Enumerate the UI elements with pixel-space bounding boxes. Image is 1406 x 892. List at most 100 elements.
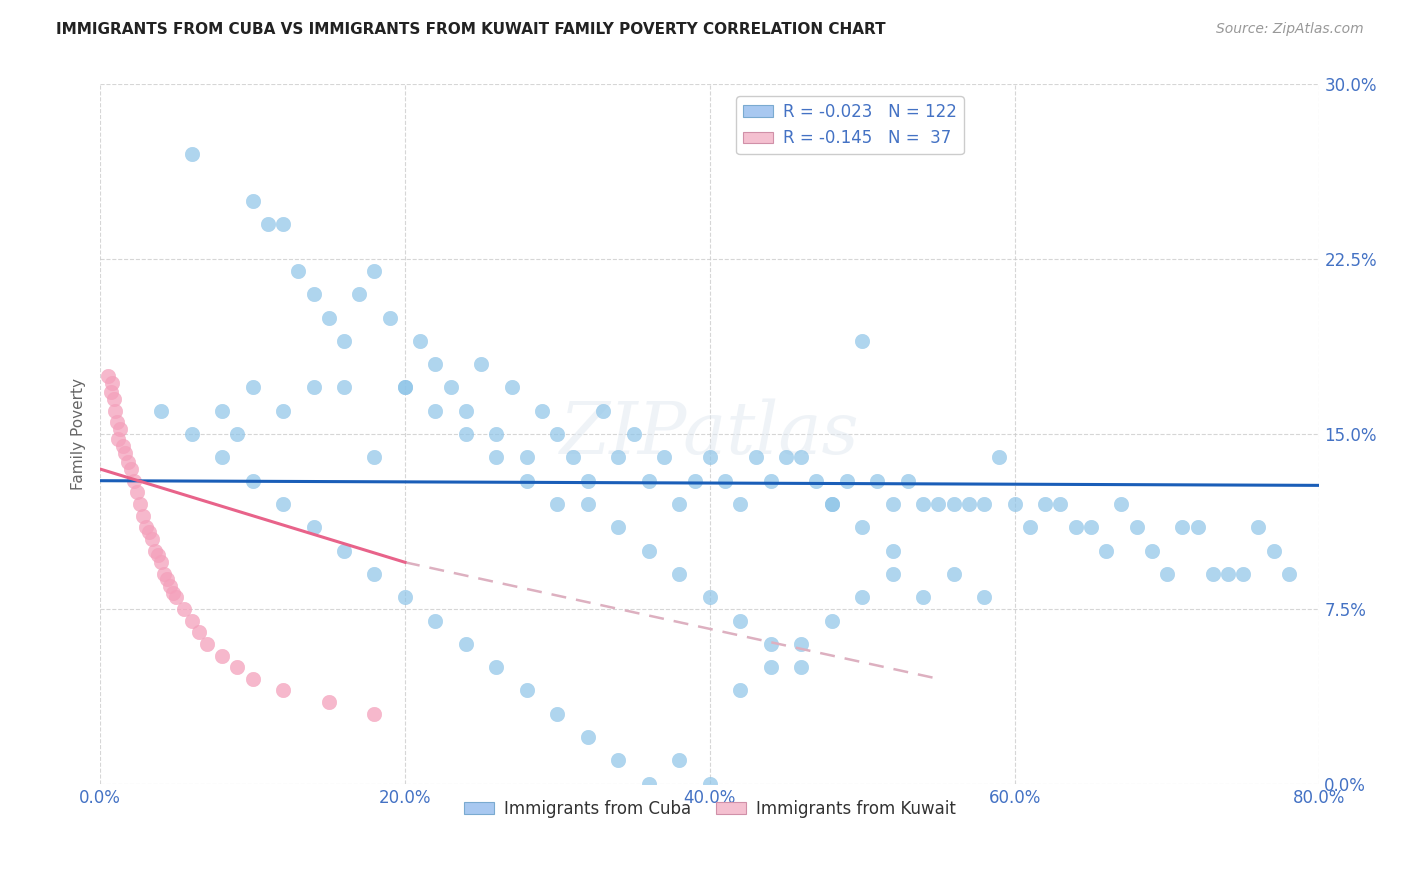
Point: [143, 543, 166, 558]
Point: [1156, 566, 1178, 581]
Point: [271, 217, 294, 231]
Point: [226, 660, 249, 674]
Point: [546, 497, 568, 511]
Point: [546, 427, 568, 442]
Point: [775, 450, 797, 465]
Point: [165, 591, 187, 605]
Point: [759, 474, 782, 488]
Point: [714, 474, 737, 488]
Point: [211, 404, 233, 418]
Point: [882, 566, 904, 581]
Point: [699, 450, 721, 465]
Point: [1187, 520, 1209, 534]
Point: [607, 520, 630, 534]
Point: [623, 427, 645, 442]
Point: [1064, 520, 1087, 534]
Point: [132, 508, 155, 523]
Point: [394, 380, 416, 394]
Point: [120, 462, 142, 476]
Point: [851, 591, 873, 605]
Point: [821, 614, 844, 628]
Point: [394, 380, 416, 394]
Point: [180, 147, 202, 161]
Text: ZIPatlas: ZIPatlas: [560, 399, 859, 469]
Y-axis label: Family Poverty: Family Poverty: [72, 378, 86, 490]
Point: [1095, 543, 1118, 558]
Point: [1018, 520, 1040, 534]
Point: [790, 450, 813, 465]
Text: Source: ZipAtlas.com: Source: ZipAtlas.com: [1216, 22, 1364, 37]
Point: [363, 264, 385, 278]
Point: [1125, 520, 1147, 534]
Point: [730, 614, 752, 628]
Point: [138, 524, 160, 539]
Point: [1278, 566, 1301, 581]
Point: [195, 637, 218, 651]
Point: [988, 450, 1011, 465]
Point: [516, 450, 538, 465]
Point: [1216, 566, 1239, 581]
Point: [683, 474, 706, 488]
Point: [318, 695, 340, 709]
Point: [851, 520, 873, 534]
Text: IMMIGRANTS FROM CUBA VS IMMIGRANTS FROM KUWAIT FAMILY POVERTY CORRELATION CHART: IMMIGRANTS FROM CUBA VS IMMIGRANTS FROM …: [56, 22, 886, 37]
Point: [302, 287, 325, 301]
Point: [652, 450, 675, 465]
Point: [256, 217, 278, 231]
Point: [100, 385, 122, 400]
Point: [1140, 543, 1163, 558]
Point: [226, 427, 249, 442]
Point: [454, 404, 477, 418]
Point: [180, 427, 202, 442]
Point: [378, 310, 401, 325]
Point: [125, 485, 148, 500]
Point: [105, 416, 128, 430]
Point: [942, 497, 965, 511]
Point: [135, 520, 157, 534]
Point: [912, 497, 935, 511]
Point: [173, 602, 195, 616]
Legend: Immigrants from Cuba, Immigrants from Kuwait: Immigrants from Cuba, Immigrants from Ku…: [457, 793, 963, 824]
Point: [516, 474, 538, 488]
Point: [882, 543, 904, 558]
Point: [561, 450, 583, 465]
Point: [1004, 497, 1026, 511]
Point: [107, 432, 129, 446]
Point: [104, 404, 127, 418]
Point: [363, 566, 385, 581]
Point: [333, 334, 356, 348]
Point: [153, 566, 176, 581]
Point: [302, 520, 325, 534]
Point: [1232, 566, 1254, 581]
Point: [576, 497, 599, 511]
Point: [188, 625, 211, 640]
Point: [1111, 497, 1133, 511]
Point: [394, 591, 416, 605]
Point: [454, 427, 477, 442]
Point: [1247, 520, 1270, 534]
Point: [637, 474, 659, 488]
Point: [425, 404, 447, 418]
Point: [851, 334, 873, 348]
Point: [942, 566, 965, 581]
Point: [546, 706, 568, 721]
Point: [592, 404, 614, 418]
Point: [1171, 520, 1194, 534]
Point: [501, 380, 523, 394]
Point: [302, 380, 325, 394]
Point: [101, 376, 124, 390]
Point: [108, 422, 131, 436]
Point: [242, 474, 264, 488]
Point: [454, 637, 477, 651]
Point: [699, 591, 721, 605]
Point: [333, 380, 356, 394]
Point: [730, 683, 752, 698]
Point: [271, 404, 294, 418]
Point: [333, 543, 356, 558]
Point: [835, 474, 858, 488]
Point: [607, 450, 630, 465]
Point: [150, 404, 173, 418]
Point: [242, 672, 264, 686]
Point: [912, 591, 935, 605]
Point: [128, 497, 150, 511]
